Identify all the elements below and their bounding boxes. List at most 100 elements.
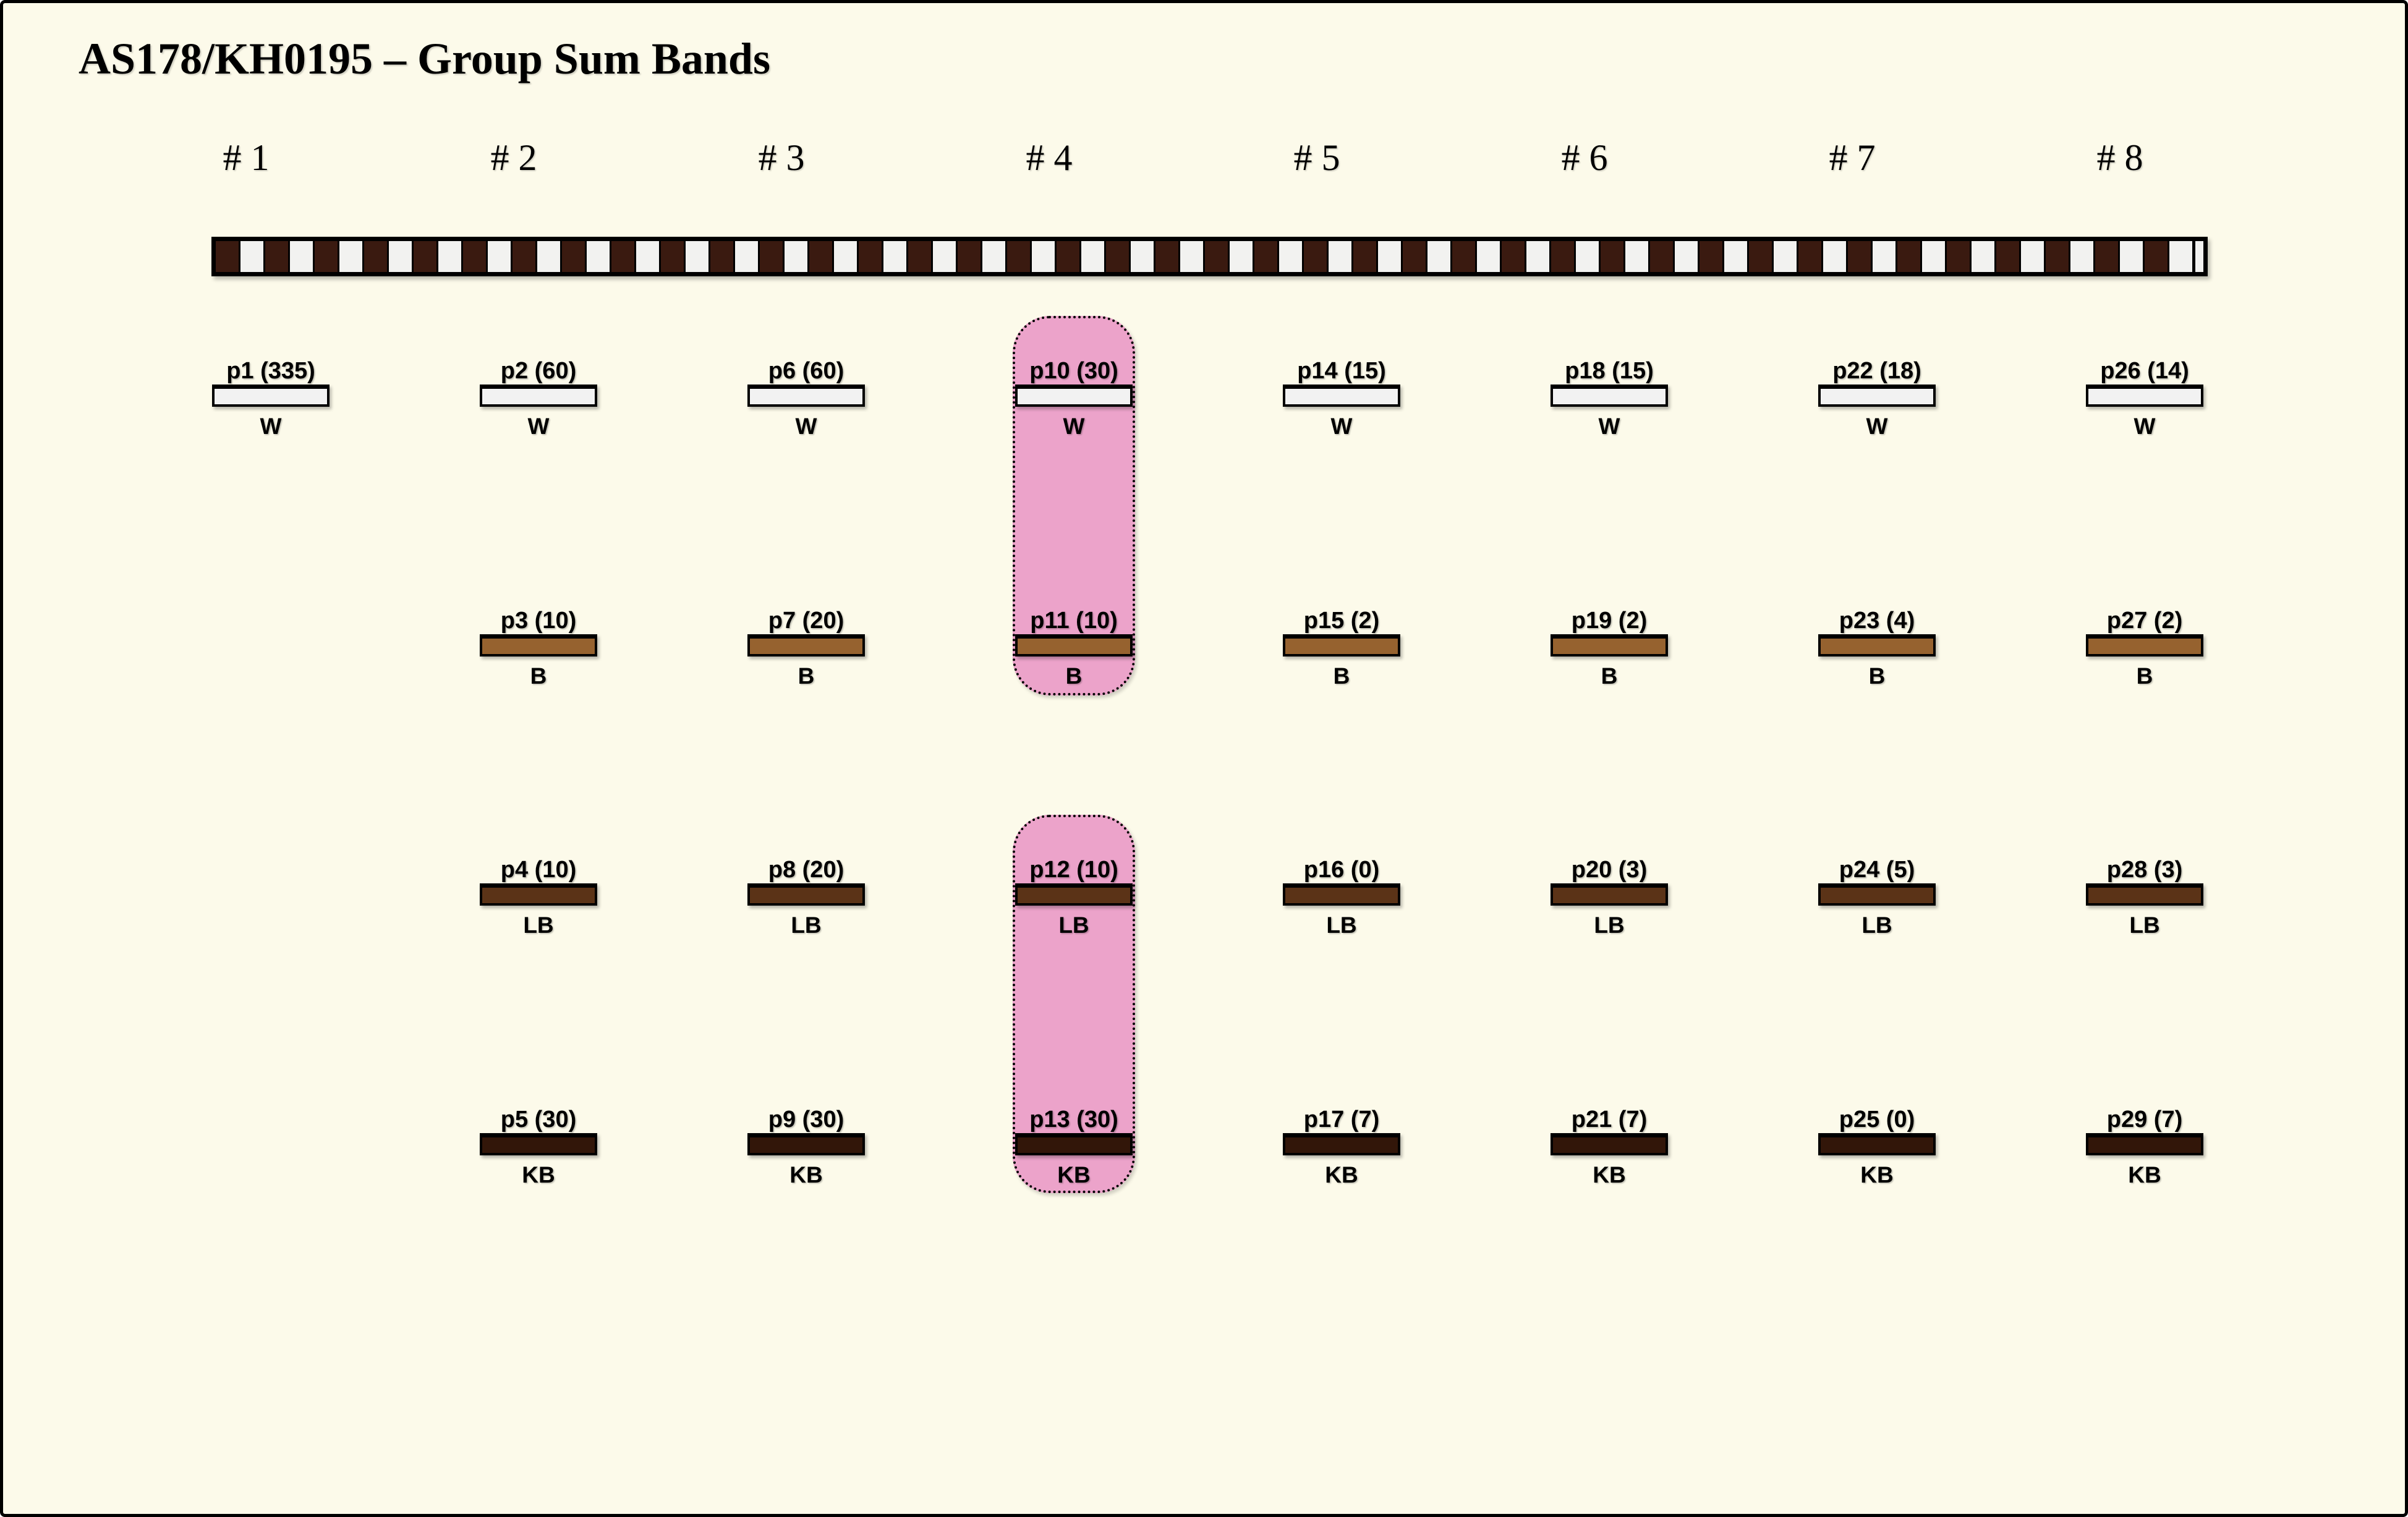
band-group-p27: p27 (2) B: [2077, 608, 2213, 689]
band-row-label-p12: LB: [1058, 912, 1089, 938]
band-id-label-p6: p6 (60): [768, 358, 845, 384]
band-rect-p28: [2086, 883, 2203, 906]
band-id-label-p15: p15 (2): [1303, 608, 1380, 634]
band-id-label-p21: p21 (7): [1571, 1107, 1648, 1132]
band-group-p10: p10 (30) W: [1006, 359, 1142, 439]
band-rect-p16: [1283, 883, 1400, 906]
band-id-label-p18: p18 (15): [1565, 358, 1654, 384]
band-group-p12: p12 (10) LB: [1006, 857, 1142, 938]
highlight-capsule-p12-p13: [1013, 815, 1135, 1193]
band-id-label-p4: p4 (10): [500, 857, 577, 883]
band-row-label-p24: LB: [1861, 912, 1892, 938]
band-id-label-p14: p14 (15): [1297, 358, 1386, 384]
band-rect-p19: [1551, 634, 1668, 657]
band-group-p9: p9 (30) KB: [738, 1107, 874, 1188]
band-group-p21: p21 (7) KB: [1541, 1107, 1677, 1188]
band-row-label-p23: B: [1868, 663, 1886, 689]
band-id-label-p10: p10 (30): [1029, 358, 1118, 384]
band-id-label-p7: p7 (20): [768, 608, 845, 634]
band-group-p25: p25 (0) KB: [1809, 1107, 1945, 1188]
column-header-7: # 7: [1829, 137, 1876, 178]
band-group-p19: p19 (2) B: [1541, 608, 1677, 689]
column-header-8: # 8: [2096, 137, 2143, 178]
band-row-label-p14: W: [1330, 414, 1353, 439]
band-row-label-p11: B: [1065, 663, 1083, 689]
band-row-label-p29: KB: [2128, 1162, 2161, 1188]
band-rect-p25: [1818, 1133, 1936, 1155]
band-row-label-p27: B: [2136, 663, 2153, 689]
band-group-p20: p20 (3) LB: [1541, 857, 1677, 938]
band-rect-p9: [747, 1133, 865, 1155]
column-header-3: # 3: [758, 137, 805, 178]
band-id-label-p9: p9 (30): [768, 1107, 845, 1132]
band-id-label-p29: p29 (7): [2106, 1107, 2183, 1132]
band-row-label-p6: W: [795, 414, 817, 439]
band-group-p3: p3 (10) B: [470, 608, 606, 689]
band-row-label-p2: W: [527, 414, 550, 439]
band-group-p29: p29 (7) KB: [2077, 1107, 2213, 1188]
band-rect-p29: [2086, 1133, 2203, 1155]
band-id-label-p2: p2 (60): [500, 358, 577, 384]
band-rect-p15: [1283, 634, 1400, 657]
band-rect-p12: [1015, 883, 1133, 906]
band-id-label-p13: p13 (30): [1029, 1107, 1118, 1132]
band-rect-p17: [1283, 1133, 1400, 1155]
band-group-p6: p6 (60) W: [738, 359, 874, 439]
band-row-label-p15: B: [1333, 663, 1350, 689]
band-group-p11: p11 (10) B: [1006, 608, 1142, 689]
band-id-label-p28: p28 (3): [2106, 857, 2183, 883]
band-rect-p2: [480, 385, 597, 407]
band-id-label-p22: p22 (18): [1832, 358, 1921, 384]
band-row-label-p16: LB: [1326, 912, 1357, 938]
band-id-label-p27: p27 (2): [2106, 608, 2183, 634]
band-rect-p8: [747, 883, 865, 906]
band-id-label-p19: p19 (2): [1571, 608, 1648, 634]
band-id-label-p1: p1 (335): [226, 358, 315, 384]
band-group-p26: p26 (14) W: [2077, 359, 2213, 439]
band-group-p8: p8 (20) LB: [738, 857, 874, 938]
band-rect-p10: [1015, 385, 1133, 407]
column-header-6: # 6: [1561, 137, 1608, 178]
band-row-label-p7: B: [798, 663, 815, 689]
band-row-label-p1: W: [260, 414, 282, 439]
column-header-4: # 4: [1026, 137, 1073, 178]
band-rect-p13: [1015, 1133, 1133, 1155]
band-group-p15: p15 (2) B: [1274, 608, 1410, 689]
band-row-label-p9: KB: [789, 1162, 823, 1188]
band-row-label-p4: LB: [523, 912, 554, 938]
band-group-p23: p23 (4) B: [1809, 608, 1945, 689]
band-id-label-p23: p23 (4): [1839, 608, 1915, 634]
band-group-p13: p13 (30) KB: [1006, 1107, 1142, 1188]
column-header-1: # 1: [223, 137, 270, 178]
highlight-capsule-p10-p11: [1013, 316, 1135, 695]
band-rect-p1: [212, 385, 330, 407]
band-row-label-p8: LB: [791, 912, 822, 938]
band-group-p22: p22 (18) W: [1809, 359, 1945, 439]
band-group-p24: p24 (5) LB: [1809, 857, 1945, 938]
band-rect-p18: [1551, 385, 1668, 407]
band-rect-p11: [1015, 634, 1133, 657]
band-row-label-p19: B: [1601, 663, 1618, 689]
band-rect-p23: [1818, 634, 1936, 657]
band-row-label-p13: KB: [1057, 1162, 1091, 1188]
checker-ruler-bar: [211, 237, 2208, 276]
band-rect-p26: [2086, 385, 2203, 407]
band-row-label-p28: LB: [2129, 912, 2160, 938]
band-group-p2: p2 (60) W: [470, 359, 606, 439]
page-title: AS178/KH0195 – Group Sum Bands: [79, 34, 770, 83]
band-group-p7: p7 (20) B: [738, 608, 874, 689]
band-rect-p6: [747, 385, 865, 407]
band-id-label-p5: p5 (30): [500, 1107, 577, 1132]
band-id-label-p11: p11 (10): [1030, 608, 1118, 634]
band-id-label-p16: p16 (0): [1303, 857, 1380, 883]
band-group-p16: p16 (0) LB: [1274, 857, 1410, 938]
band-rect-p7: [747, 634, 865, 657]
band-rect-p20: [1551, 883, 1668, 906]
ruler-end-sliver: [2193, 241, 2203, 272]
band-rect-p22: [1818, 385, 1936, 407]
band-rect-p21: [1551, 1133, 1668, 1155]
band-id-label-p12: p12 (10): [1029, 857, 1118, 883]
band-group-p17: p17 (7) KB: [1274, 1107, 1410, 1188]
band-row-label-p18: W: [1598, 414, 1620, 439]
